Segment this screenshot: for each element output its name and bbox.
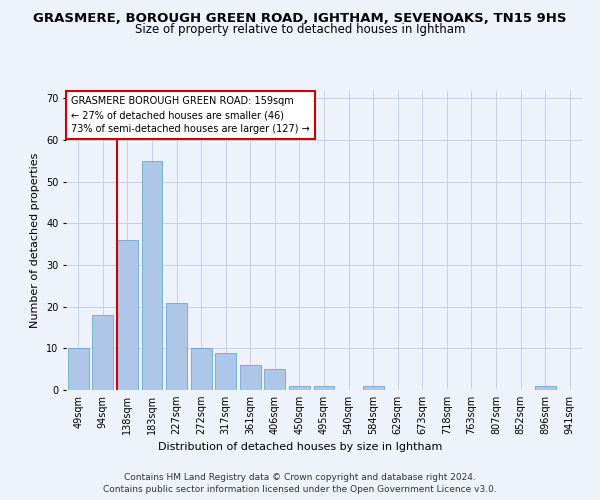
Bar <box>92 315 113 390</box>
Y-axis label: Number of detached properties: Number of detached properties <box>31 152 40 328</box>
Bar <box>289 386 310 390</box>
Bar <box>314 386 334 390</box>
Text: Contains HM Land Registry data © Crown copyright and database right 2024.: Contains HM Land Registry data © Crown c… <box>124 472 476 482</box>
Bar <box>191 348 212 390</box>
Bar <box>362 386 383 390</box>
Text: Size of property relative to detached houses in Ightham: Size of property relative to detached ho… <box>135 22 465 36</box>
Bar <box>265 369 286 390</box>
Bar <box>166 302 187 390</box>
Bar <box>240 365 261 390</box>
Text: GRASMERE BOROUGH GREEN ROAD: 159sqm
← 27% of detached houses are smaller (46)
73: GRASMERE BOROUGH GREEN ROAD: 159sqm ← 27… <box>71 96 310 134</box>
Text: Contains public sector information licensed under the Open Government Licence v3: Contains public sector information licen… <box>103 485 497 494</box>
Bar <box>68 348 89 390</box>
Text: Distribution of detached houses by size in Ightham: Distribution of detached houses by size … <box>158 442 442 452</box>
Bar <box>535 386 556 390</box>
Bar <box>142 161 163 390</box>
Bar <box>117 240 138 390</box>
Bar <box>215 352 236 390</box>
Text: GRASMERE, BOROUGH GREEN ROAD, IGHTHAM, SEVENOAKS, TN15 9HS: GRASMERE, BOROUGH GREEN ROAD, IGHTHAM, S… <box>33 12 567 26</box>
